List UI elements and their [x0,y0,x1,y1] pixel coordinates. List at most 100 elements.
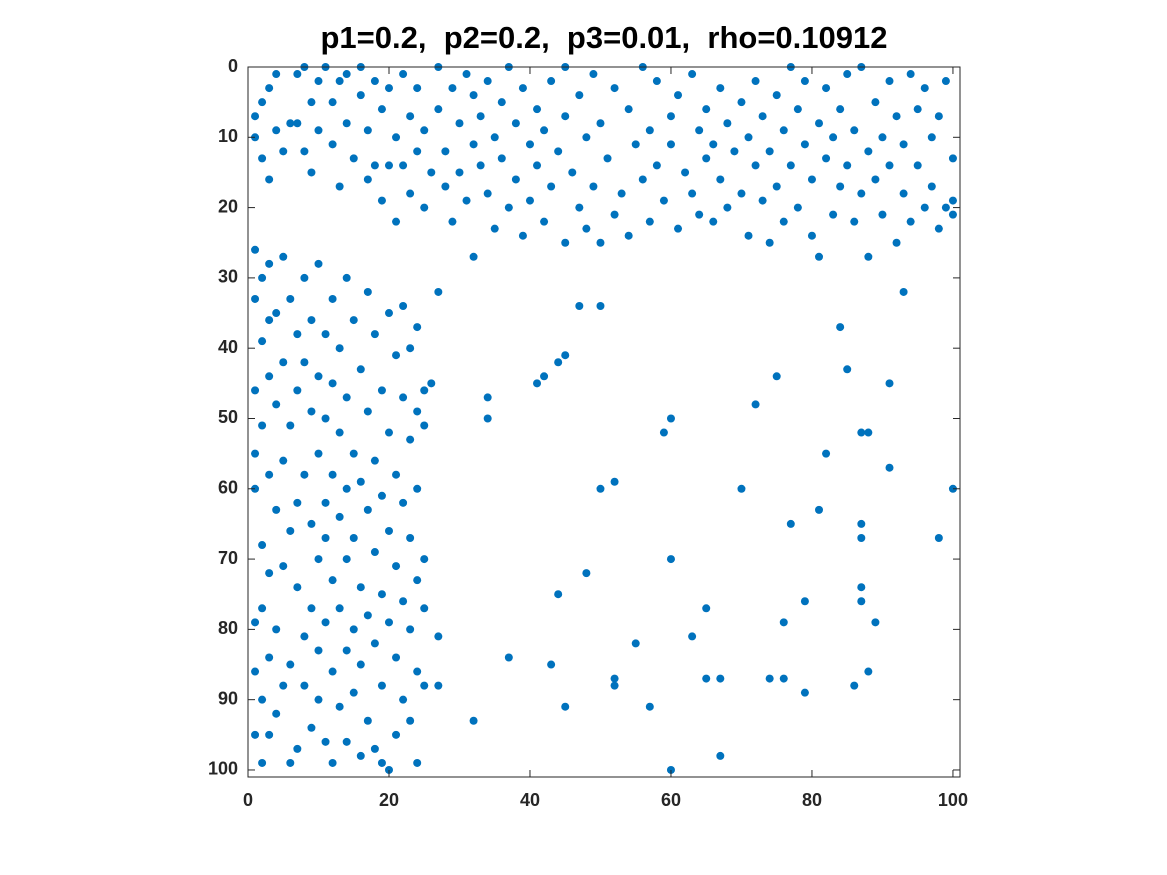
point [610,210,619,219]
point [399,70,408,79]
point [328,98,337,107]
point [413,667,422,676]
point [328,379,337,388]
point [518,84,527,93]
point [540,126,549,135]
point [716,175,725,184]
point [702,604,711,613]
point [871,98,880,107]
points [251,63,957,774]
point [349,533,358,542]
y-tick-label: 100 [208,759,238,779]
point [392,730,401,739]
point [666,112,675,121]
point [800,77,809,86]
point [279,562,288,571]
point [286,119,295,128]
point [406,435,415,444]
point [702,154,711,163]
point [589,70,598,79]
point [765,147,774,156]
point [533,379,542,388]
point [575,91,584,100]
point [279,456,288,465]
point [328,470,337,479]
point [758,112,767,121]
point [406,716,415,725]
point [906,217,915,226]
point [328,294,337,303]
point [272,709,281,718]
point [363,126,372,135]
point [342,484,351,493]
point [300,273,309,282]
point [321,618,330,627]
point [377,758,386,767]
point [800,688,809,697]
point [829,133,838,142]
point [279,681,288,690]
point [596,238,605,247]
point [307,604,316,613]
point [582,224,591,233]
point [356,751,365,760]
point [772,372,781,381]
point [462,196,471,205]
point [251,449,260,458]
point [286,421,295,430]
point [864,428,873,437]
point [258,758,267,767]
point [469,91,478,100]
point [420,555,429,564]
x-tick-label: 0 [243,790,253,810]
point [377,590,386,599]
point [413,407,422,416]
point [645,126,654,135]
point [434,105,443,114]
x-tick-label: 60 [661,790,681,810]
point [272,400,281,409]
point [399,597,408,606]
point [321,414,330,423]
point [934,224,943,233]
point [251,245,260,254]
point [765,238,774,247]
point [286,294,295,303]
point [469,252,478,261]
point [948,484,957,493]
point [617,189,626,198]
point [822,84,831,93]
point [251,484,260,493]
point [258,541,267,550]
point [370,330,379,339]
point [413,758,422,767]
point [427,379,436,388]
point [561,702,570,711]
point [899,140,908,149]
point [674,91,683,100]
point [511,175,520,184]
point [511,119,520,128]
point [850,217,859,226]
point [765,674,774,683]
point [399,302,408,311]
x-tick-label: 40 [520,790,540,810]
point [744,231,753,240]
point [293,119,302,128]
point [300,147,309,156]
point [504,653,513,662]
point [836,323,845,332]
point [265,84,274,93]
point [335,702,344,711]
y-tick-label: 60 [218,478,238,498]
point [314,555,323,564]
point [272,70,281,79]
point [941,77,950,86]
x-tick-label: 20 [379,790,399,810]
point [420,386,429,395]
point [737,484,746,493]
point [392,470,401,479]
point [321,498,330,507]
point [342,555,351,564]
point [258,154,267,163]
